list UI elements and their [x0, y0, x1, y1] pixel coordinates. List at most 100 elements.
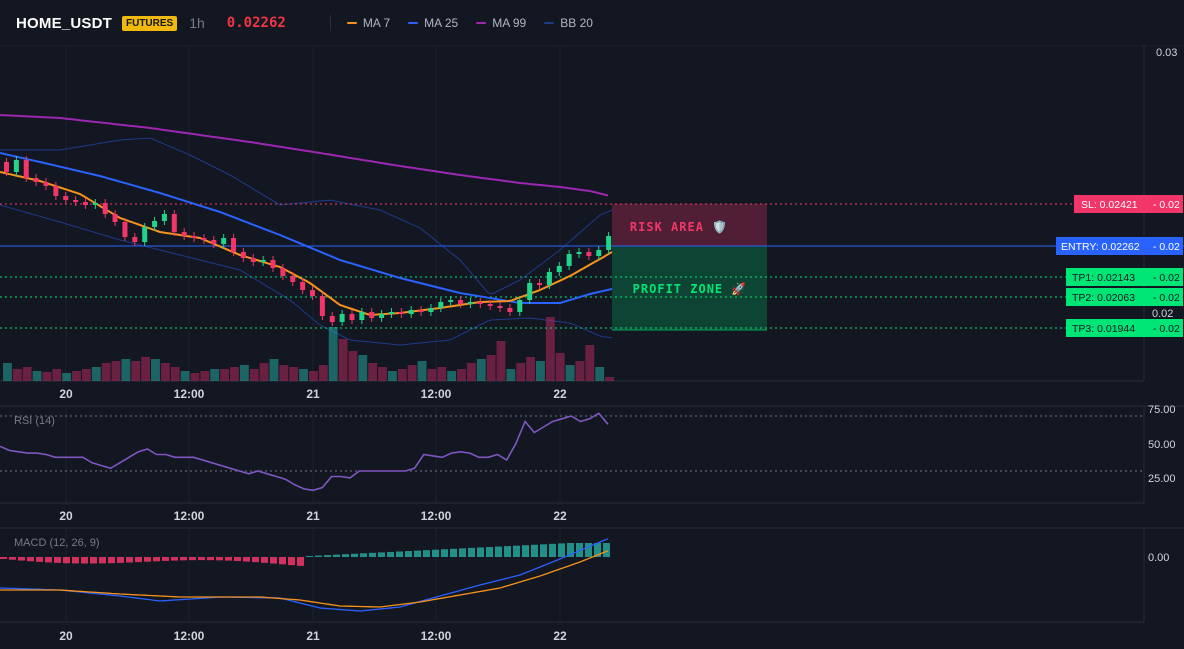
macd-hist-bar: [333, 554, 340, 557]
macd-hist-bar: [162, 557, 169, 561]
macd-hist-bar: [180, 557, 187, 561]
volume-bar: [328, 327, 338, 381]
macd-hist-bar: [63, 557, 70, 564]
volume-bar: [269, 359, 279, 381]
header-divider: [329, 15, 331, 31]
rsi-label: RSI (14): [14, 415, 55, 427]
candle-up: [161, 214, 167, 221]
candle-up: [517, 300, 523, 312]
volume-bar: [417, 361, 427, 381]
macd-hist-bar: [450, 548, 457, 557]
sl-tag-suffix: - 0.02: [1153, 199, 1180, 211]
tp2-tag[interactable]: TP2: 0.02063 - 0.02: [1066, 288, 1183, 306]
profit-zone[interactable]: [612, 246, 767, 330]
futures-badge: FUTURES: [121, 15, 178, 31]
macd-hist-bar: [126, 557, 133, 563]
volume-bar: [131, 361, 141, 381]
volume-bar: [259, 363, 269, 381]
macd-hist-bar: [441, 549, 448, 557]
volume-bar: [447, 371, 457, 381]
macd-hist-bar: [603, 543, 610, 557]
risk-area-zone[interactable]: [612, 204, 767, 246]
volume-bar: [397, 369, 407, 381]
time-tick-label: 12:00: [421, 387, 452, 401]
volume-bar: [348, 351, 358, 381]
profit-zone-label: PROFIT ZONE 🚀: [633, 282, 748, 296]
candle-down: [507, 308, 513, 312]
candle-up: [606, 236, 612, 250]
time-tick-label: 12:00: [421, 509, 452, 523]
candle-up: [566, 254, 572, 266]
candle-down: [53, 186, 59, 196]
symbol-name[interactable]: HOME_USDT: [16, 14, 112, 32]
volume-bars: [3, 317, 614, 381]
sl-tag-label: SL: 0.02421: [1081, 199, 1138, 211]
sl-tag[interactable]: SL: 0.02421 - 0.02: [1074, 195, 1183, 213]
macd-hist-bar: [72, 557, 79, 564]
macd-hist-bar: [459, 548, 466, 557]
macd-hist-bar: [567, 543, 574, 557]
macd-hist-bar: [351, 553, 358, 557]
tp1-tag-suffix: - 0.02: [1153, 272, 1180, 284]
candle-up: [438, 302, 444, 308]
ma99-swatch: [476, 22, 487, 24]
candle-down: [4, 162, 9, 172]
tp3-tag[interactable]: TP3: 0.01944 - 0.02: [1066, 319, 1183, 337]
last-price: 0.02262: [226, 15, 286, 31]
candle-down: [319, 296, 325, 316]
volume-bar: [368, 363, 378, 381]
candle-up: [527, 283, 533, 300]
volume-bar: [141, 357, 151, 381]
legend-bb20[interactable]: BB 20: [544, 16, 593, 30]
candle-down: [73, 200, 79, 202]
macd-hist-bar: [378, 552, 385, 557]
candle-down: [240, 252, 246, 258]
macd-hist-bar: [36, 557, 43, 562]
tp1-tag-label: TP1: 0.02143: [1072, 272, 1135, 284]
timeframe-label[interactable]: 1h: [189, 15, 205, 31]
volume-bar: [378, 367, 387, 381]
time-tick-label: 20: [59, 509, 73, 523]
rsi-tick-25: 25.00: [1148, 473, 1176, 485]
volume-bar: [605, 377, 614, 381]
tp3-tag-label: TP3: 0.01944: [1072, 323, 1135, 335]
volume-bar: [545, 317, 555, 381]
candle-down: [122, 222, 128, 237]
candle-down: [418, 310, 424, 312]
candle-up: [260, 260, 266, 262]
volume-bar: [338, 339, 348, 381]
tp1-tag[interactable]: TP1: 0.02143 - 0.02: [1066, 268, 1183, 286]
macd-hist-bar: [468, 547, 475, 557]
macd-hist-bar: [45, 557, 52, 563]
legend-ma25[interactable]: MA 25: [408, 16, 458, 30]
macd-hist-bar: [243, 557, 250, 562]
volume-bar: [42, 372, 52, 381]
ma25-swatch: [408, 22, 419, 24]
volume-bar: [32, 371, 42, 381]
macd-hist-bar: [585, 543, 592, 557]
entry-tag[interactable]: ENTRY: 0.02262 - 0.02: [1056, 237, 1183, 255]
volume-bar: [190, 373, 200, 381]
legend-ma7[interactable]: MA 7: [346, 16, 390, 30]
macd-line: [0, 538, 609, 612]
macd-hist-bar: [342, 554, 349, 557]
macd-hist-bar: [225, 557, 232, 561]
bb-upper-line: [0, 137, 613, 295]
time-tick-label: 21: [306, 387, 320, 401]
candle-down: [329, 316, 335, 322]
macd-hist-bar: [54, 557, 61, 563]
legend-ma99-label: MA 99: [492, 16, 527, 30]
volume-bar: [200, 371, 210, 381]
macd-hist-bar: [81, 557, 88, 564]
tp3-tag-suffix: - 0.02: [1153, 323, 1180, 335]
macd-hist-bar: [522, 545, 529, 557]
entry-tag-suffix: - 0.02: [1153, 241, 1180, 253]
macd-hist-bar: [369, 552, 376, 557]
macd-hist-bar: [297, 557, 304, 566]
legend-ma99[interactable]: MA 99: [476, 16, 526, 30]
ma7-line: [0, 171, 613, 316]
volume-bar: [3, 363, 12, 381]
volume-bar: [289, 367, 299, 381]
macd-hist-bar: [279, 557, 286, 565]
